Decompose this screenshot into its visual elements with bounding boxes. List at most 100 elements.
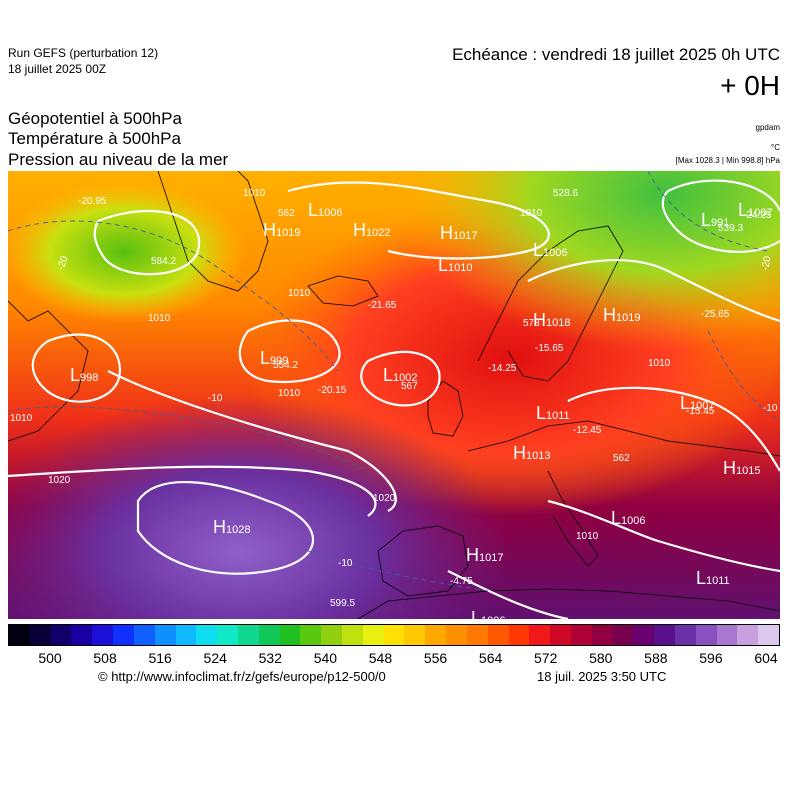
isobar-1010-arctic [287,181,550,260]
unit-pressure-range: [Max 1028.3 | Min 998.8] hPa [675,156,780,165]
isobar-label: 1020 [373,493,396,504]
temperature-label: -20 [760,255,773,272]
coastline-north-africa [357,588,781,620]
coastline-italy [547,470,599,567]
isobar-1010-lowW [31,333,121,403]
colorbar-tick-label: 556 [423,650,448,666]
colorbar-swatch [570,625,592,645]
isobars [7,179,782,621]
isobar-1010-northeast [661,179,782,253]
parameter-temperature: Température à 500hPa [8,129,181,148]
cold-trough-northwest [8,171,780,619]
forecast-valid-time: Echéance : vendredi 18 juillet 2025 0h U… [452,45,780,64]
isobar-1010-lowNW [93,209,201,276]
geopotential-label: 584.2 [151,256,176,267]
colorbar-swatch [508,625,530,645]
isobar-label: 1020 [48,475,71,486]
colorbar-swatch [237,625,259,645]
colorbar-swatch [425,625,447,645]
isobar-1010-eastEurope [567,386,781,472]
coastline-scandinavia [477,225,624,382]
source-url[interactable]: © http://www.infoclimat.fr/z/gefs/europe… [98,669,386,684]
colorbar-swatch [404,625,426,645]
colorbar-swatch [279,625,301,645]
isobar-label: 1010 [278,388,301,399]
geopotential-value-labels: 528.6 539.3 562 599.5 573 562 584.2 554.… [151,188,743,609]
colorbar-swatch [92,625,114,645]
colorbar-tick-label: 508 [93,650,117,666]
coastline-north-america [7,300,89,442]
geopotential-label: 562 [278,208,295,219]
colorbar-swatch [591,625,613,645]
geopotential-label: 562 [613,453,630,464]
isobar-1020-mid [107,370,397,512]
colorbar-swatch [675,625,696,645]
colorbar-swatch [466,625,488,645]
coastline-british-isles [427,380,464,437]
geopotential-label: 554.2 [273,360,298,371]
coastline-greenland [157,170,269,292]
temperature-label: -15.65 [535,343,564,354]
isobar-value-labels: 1020 1020 1010 1010 1010 1010 1010 1010 … [10,188,671,542]
parameter-geopotential: Géopotentiel à 500hPa [8,109,182,128]
isobar-1010-iceland [360,350,441,407]
isotherm-minus20-nw [7,220,339,372]
colorbar-tick-label: 588 [644,650,668,666]
colorbar-tick-label: 500 [38,650,62,666]
isobar-1010-balkans [547,499,781,573]
geopotential-label: 567 [401,381,418,392]
issued-time: 18 juil. 2025 3:50 UTC [537,669,667,684]
colorbar-swatch [300,625,322,645]
colorbar-swatch [113,625,134,645]
isobar-1010-arctic-east [527,258,781,323]
colorbar-tick-label: 524 [203,650,227,666]
isobar-label: 1010 [288,288,311,299]
isotherm-minus10-e [707,330,781,422]
isobar-1010-south-africa [447,570,569,621]
colorbar-tick-label: 516 [148,650,172,666]
temperature-label: -14.25 [488,363,517,374]
run-date: 18 juillet 2025 00Z [8,62,107,76]
colorbar-swatch [196,625,218,645]
temperature-label: -4.75 [450,576,473,587]
geopotential-label: 528.6 [553,188,578,199]
geopotential-label: 599.5 [330,598,355,609]
colorbar-swatch [9,625,30,645]
map-canvas: H1028 H1017 H1022 H1019 H1018 H1015 H101… [7,170,782,628]
forecast-offset: + 0H [720,70,780,101]
isotherm-minus10-s [307,550,489,592]
colorbar-swatch [654,625,675,645]
parameter-pressure: Pression au niveau de la mer [8,150,229,169]
colorbar-tick-label: 580 [589,650,613,666]
colorbar-swatch [217,625,238,645]
isobar-1020-south [7,465,377,517]
colorbar-swatch [50,625,72,645]
temperature-label: -12.45 [573,425,602,436]
colorbar-tick-label: 540 [313,650,338,666]
colorbar-swatch [29,625,51,645]
colorbar-swatch [695,625,717,645]
colorbar-swatch [487,625,509,645]
isobar-label: 1010 [148,313,171,324]
colorbar-swatch [612,625,634,645]
colorbar-swatch [633,625,655,645]
center-high-central-europe: H1013 [513,443,550,463]
isobar-1028-high [136,480,314,575]
colorbar-tick-label: 604 [754,650,778,666]
unit-temperature: °C [771,143,780,152]
colorbar-swatch [71,625,93,645]
isobar-label: 1010 [520,208,543,219]
temperature-label: -10 [208,393,223,404]
colorbar-swatch [737,625,759,645]
colorbar-swatch [529,625,551,645]
isobar-1010-central [238,319,341,383]
temperature-label: -24.25 [743,210,772,221]
temperature-isotherms [7,170,781,592]
colorbar-swatch [321,625,342,645]
coastlines [7,170,781,620]
coastline-iberia [377,525,469,597]
colorbar-swatch [362,625,384,645]
isotherm-minus20-ne [647,170,769,252]
isobar-label: 1010 [648,358,671,369]
colorbar-tick-label: 548 [368,650,393,666]
